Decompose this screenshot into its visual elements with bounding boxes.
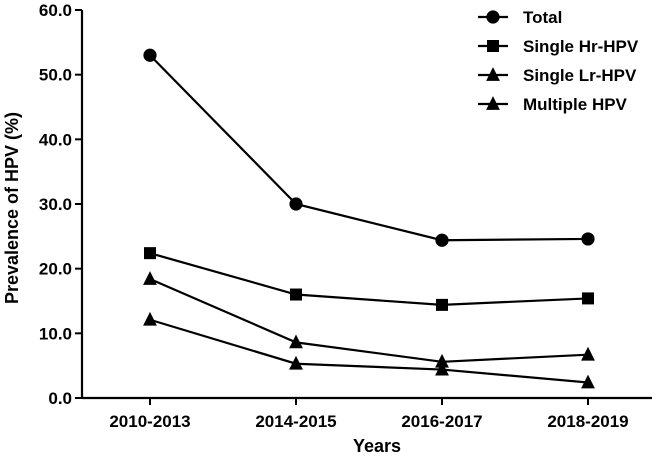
series-single-lr-hpv: [143, 271, 595, 368]
triangle-marker: [435, 353, 449, 368]
legend-label: Total: [523, 8, 562, 27]
legend-label: Single Hr-HPV: [523, 37, 639, 56]
triangle-marker: [143, 271, 157, 285]
square-marker: [290, 288, 302, 301]
series-line-multiple-hpv: [149, 318, 589, 384]
triangle-marker: [581, 374, 595, 389]
x-tick-label: 2014-2015: [255, 412, 336, 431]
x-axis-ticks: 2010-2013 2014-2015 2016-2017 2018-2019: [109, 398, 629, 431]
y-tick-label: 30.0: [39, 195, 72, 214]
triangle-marker: [289, 355, 303, 370]
series-single-hr-hpv: [144, 247, 594, 311]
series-line-total: [149, 54, 589, 242]
legend-item-multiple-hpv: Multiple HPV: [478, 95, 628, 114]
x-tick-label: 2018-2019: [547, 412, 628, 431]
circle-marker: [486, 10, 500, 24]
legend-item-total: Total: [478, 8, 562, 27]
square-marker: [582, 292, 594, 305]
legend-item-single-lr-hpv: Single Lr-HPV: [478, 66, 637, 85]
legend-label: Single Lr-HPV: [523, 66, 637, 85]
circle-marker: [581, 232, 595, 246]
y-tick-label: 60.0: [39, 1, 72, 20]
series-total: [143, 48, 595, 247]
y-axis-ticks: 0.0 10.0 20.0 30.0 40.0 50.0 60.0: [39, 1, 82, 408]
circle-marker: [143, 48, 157, 62]
triangle-marker: [486, 96, 500, 110]
x-axis-title: Years: [353, 436, 401, 456]
triangle-marker: [435, 361, 449, 376]
x-tick-label: 2016-2017: [401, 412, 482, 431]
triangle-marker: [143, 311, 157, 326]
series-group: [143, 48, 595, 389]
triangle-marker: [486, 67, 500, 81]
x-tick-label: 2010-2013: [109, 412, 190, 431]
y-tick-label: 10.0: [39, 324, 72, 343]
series-line-single-hr-hpv: [149, 252, 589, 306]
square-marker: [436, 298, 448, 311]
legend-item-single-hr-hpv: Single Hr-HPV: [478, 37, 639, 56]
y-axis-title: Prevalence of HPV (%): [2, 112, 22, 304]
triangle-marker: [581, 346, 595, 361]
circle-marker: [289, 197, 303, 211]
circle-marker: [435, 233, 449, 247]
square-marker: [487, 40, 499, 52]
series-multiple-hpv: [143, 311, 595, 389]
legend: Total Single Hr-HPV Single Lr-HPV Multiple …: [478, 8, 639, 114]
triangle-marker: [289, 334, 303, 349]
square-marker: [144, 247, 156, 260]
y-tick-label: 50.0: [39, 66, 72, 85]
y-tick-label: 20.0: [39, 260, 72, 279]
y-tick-label: 40.0: [39, 130, 72, 149]
series-line-single-lr-hpv: [149, 278, 589, 363]
legend-label: Multiple HPV: [523, 95, 628, 114]
y-tick-label: 0.0: [48, 389, 72, 408]
